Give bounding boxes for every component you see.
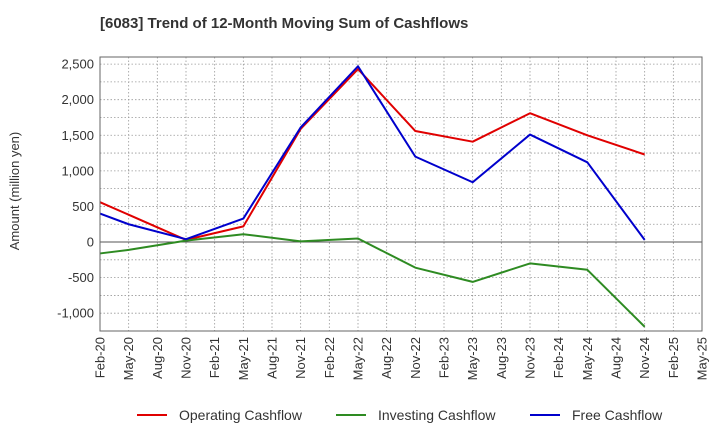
y-axis-title: Amount (million yen) [7, 132, 22, 251]
x-tick-label: May-22 [351, 337, 366, 380]
x-tick-label: May-23 [465, 337, 480, 380]
x-tick-label: Feb-24 [551, 337, 566, 378]
x-tick-label: Feb-25 [666, 337, 681, 378]
y-tick-label: -500 [68, 270, 94, 285]
x-tick-label: Feb-20 [93, 337, 108, 378]
legend-label: Free Cashflow [572, 407, 663, 423]
series-layer [99, 65, 646, 328]
y-tick-labels: -1,000 -500 0 500 1,000 1,500 2,000 2,500 [57, 57, 94, 321]
legend-swatch [137, 414, 167, 416]
x-tick-label: Aug-24 [609, 337, 624, 379]
series-line-3 [99, 65, 646, 241]
series-line-2 [99, 233, 646, 328]
x-tick-label: Aug-20 [150, 337, 165, 379]
legend-label: Investing Cashflow [378, 407, 496, 423]
plot-frame [99, 56, 703, 332]
y-tick-label: 1,000 [61, 163, 94, 178]
series-line-1 [99, 68, 645, 241]
chart-title: [6083] Trend of 12-Month Moving Sum of C… [100, 15, 469, 32]
legend: Operating Cashflow Investing Cashflow Free… [0, 404, 720, 428]
y-tick-label: 2,000 [61, 92, 94, 107]
y-tick-label: -1,000 [57, 306, 94, 321]
x-tick-label: Nov-23 [523, 337, 538, 379]
y-tick-label: 0 [87, 235, 94, 250]
x-tick-label: Feb-21 [207, 337, 222, 378]
x-tick-label: May-20 [121, 337, 136, 380]
y-tick-label: 500 [72, 199, 94, 214]
x-tick-labels: Feb-20 May-20 Aug-20 Nov-20 Feb-21 May-21 Aug-… [93, 337, 710, 380]
x-tick-label: May-21 [236, 337, 251, 380]
x-tick-label: Feb-22 [322, 337, 337, 378]
legend-swatch [530, 414, 560, 416]
x-tick-label: Nov-24 [637, 337, 652, 379]
x-tick-label: May-25 [695, 337, 710, 380]
x-tick-label: Aug-21 [265, 337, 280, 379]
x-tick-label: Aug-23 [494, 337, 509, 379]
legend-swatch [336, 414, 366, 416]
axis-layer [99, 56, 703, 332]
legend-label: Operating Cashflow [179, 407, 302, 423]
x-tick-label: Aug-22 [379, 337, 394, 379]
x-tick-label: May-24 [580, 337, 595, 380]
legend-item: Operating Cashflow [137, 404, 302, 426]
y-tick-label: 1,500 [61, 128, 94, 143]
x-tick-label: Nov-21 [293, 337, 308, 379]
legend-item: Free Cashflow [530, 404, 662, 426]
legend-item: Investing Cashflow [336, 404, 496, 426]
x-tick-label: Nov-22 [408, 337, 423, 379]
x-tick-label: Feb-23 [437, 337, 452, 378]
x-tick-label: Nov-20 [179, 337, 194, 379]
y-tick-label: 2,500 [61, 57, 94, 72]
